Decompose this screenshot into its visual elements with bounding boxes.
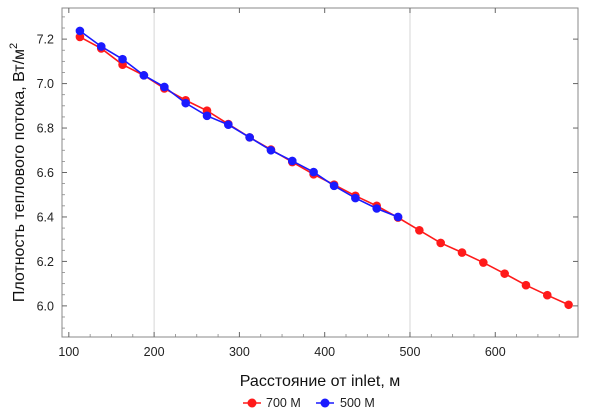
y-axis-title-main: Плотность теплового потока, Вт/м bbox=[11, 49, 28, 302]
legend-label: 700 M bbox=[266, 396, 301, 410]
data-point bbox=[521, 280, 531, 290]
y-tick-label: 7.2 bbox=[37, 33, 54, 47]
x-tick-label: 500 bbox=[400, 345, 421, 359]
data-point bbox=[415, 225, 424, 235]
y-tick-label: 7.0 bbox=[37, 77, 54, 91]
x-tick-label: 300 bbox=[229, 345, 250, 359]
data-point bbox=[75, 32, 85, 42]
legend-swatch-marker bbox=[320, 398, 330, 408]
data-point bbox=[139, 71, 149, 80]
series-line bbox=[79, 36, 569, 306]
legend-label: 500 M bbox=[340, 396, 375, 410]
data-point bbox=[75, 26, 85, 36]
x-tick-label: 100 bbox=[58, 345, 79, 359]
data-point bbox=[457, 248, 467, 257]
data-point bbox=[479, 258, 488, 267]
data-point bbox=[160, 82, 169, 92]
data-point bbox=[372, 204, 382, 213]
legend: 700 M 500 M bbox=[243, 396, 375, 410]
data-point bbox=[542, 290, 552, 300]
y-tick-label: 6.8 bbox=[37, 122, 54, 136]
series-line bbox=[79, 30, 399, 218]
series-0 bbox=[75, 32, 573, 310]
x-tick-label: 600 bbox=[485, 345, 506, 359]
data-point bbox=[224, 120, 233, 130]
legend-item-700: 700 M bbox=[243, 396, 301, 410]
data-point bbox=[181, 98, 190, 108]
series-1 bbox=[75, 26, 403, 222]
data-point bbox=[245, 133, 254, 142]
y-tick-label: 6.2 bbox=[37, 255, 54, 269]
y-tick-label: 6.4 bbox=[37, 210, 54, 224]
data-point bbox=[118, 54, 127, 64]
data-point bbox=[287, 156, 297, 166]
data-point bbox=[564, 300, 573, 310]
y-tick-label: 6.0 bbox=[37, 299, 54, 313]
series-layer bbox=[75, 26, 573, 310]
tick-layer: 100 200 300 400 500 600 6.0 6.2 6.4 6.6 6.8 7.0 7.2 bbox=[37, 8, 578, 359]
data-point bbox=[309, 167, 318, 177]
data-point bbox=[500, 269, 509, 278]
grid-layer bbox=[153, 8, 411, 337]
data-point bbox=[202, 111, 212, 121]
legend-item-500: 500 M bbox=[316, 396, 375, 410]
y-tick-label: 6.6 bbox=[37, 166, 54, 180]
x-axis-title: Расстояние от inlet, м bbox=[240, 373, 400, 390]
data-point bbox=[96, 42, 106, 51]
y-axis-title: Плотность теплового потока, Вт/м2 bbox=[8, 43, 28, 302]
data-point bbox=[393, 212, 403, 222]
x-tick-label: 200 bbox=[144, 345, 165, 359]
x-tick-label: 400 bbox=[314, 345, 335, 359]
y-axis-title-superscript: 2 bbox=[8, 43, 20, 49]
legend-swatch-marker bbox=[247, 398, 257, 408]
data-point bbox=[436, 238, 445, 248]
data-point bbox=[351, 193, 360, 203]
data-point bbox=[329, 181, 339, 191]
data-point bbox=[266, 145, 276, 155]
plot-frame bbox=[61, 7, 579, 338]
